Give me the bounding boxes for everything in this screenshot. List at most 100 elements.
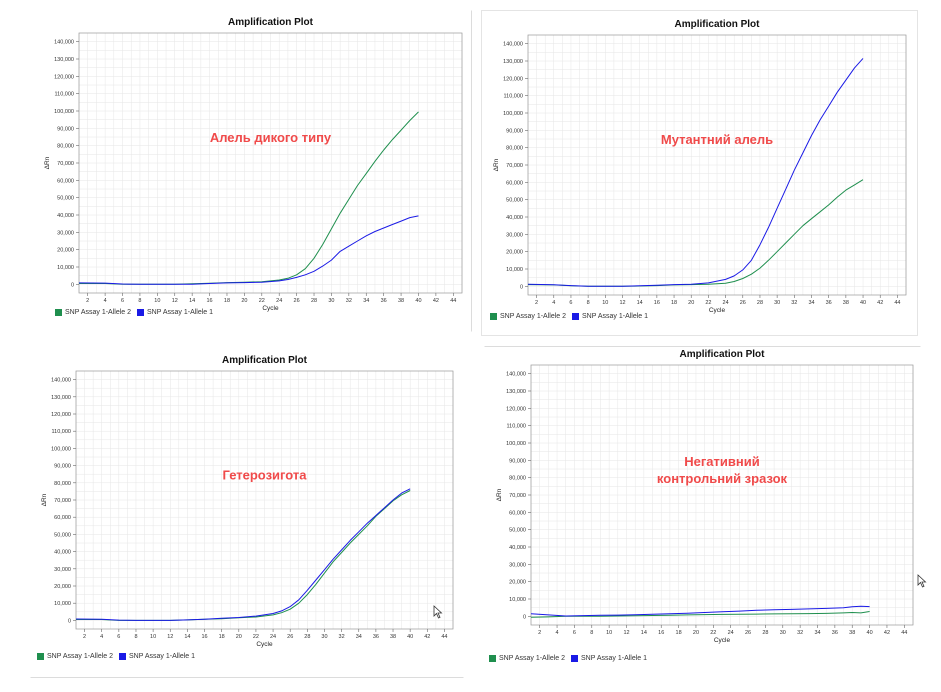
y-tick-label: 110,000 bbox=[55, 92, 74, 98]
y-tick-label: 140,000 bbox=[503, 42, 523, 48]
x-tick-label: 42 bbox=[433, 298, 439, 304]
x-tick-label: 6 bbox=[117, 634, 120, 640]
legend-swatch bbox=[37, 653, 44, 660]
y-tick-label: 120,000 bbox=[503, 76, 523, 82]
y-tick-label: 0 bbox=[71, 282, 74, 288]
y-tick-label: 20,000 bbox=[509, 580, 526, 586]
legend-swatch bbox=[119, 653, 127, 660]
x-tick-label: 34 bbox=[814, 630, 820, 636]
x-tick-label: 18 bbox=[671, 300, 677, 306]
y-tick-label: 110,000 bbox=[507, 424, 526, 430]
x-tick-label: 18 bbox=[676, 630, 682, 636]
y-tick-label: 10,000 bbox=[54, 601, 71, 607]
y-axis-label: ΔRn bbox=[496, 488, 503, 501]
legend-swatch bbox=[489, 655, 496, 662]
x-tick-label: 38 bbox=[843, 300, 849, 306]
x-tick-label: 8 bbox=[587, 300, 590, 306]
x-tick-label: 34 bbox=[356, 634, 362, 640]
y-tick-label: 80,000 bbox=[57, 144, 74, 150]
y-axis-label: ΔRn bbox=[41, 493, 48, 506]
x-tick-label: 24 bbox=[728, 630, 734, 636]
y-tick-label: 140,000 bbox=[51, 378, 71, 384]
x-tick-label: 40 bbox=[867, 630, 873, 636]
y-tick-label: 20,000 bbox=[54, 584, 71, 590]
mouse-cursor-icon bbox=[917, 574, 927, 588]
annotation-label: Негативний bbox=[684, 454, 759, 469]
x-tick-label: 10 bbox=[606, 630, 612, 636]
legend-swatch bbox=[55, 309, 62, 316]
annotation-label: контрольний зразок bbox=[657, 471, 788, 486]
x-tick-label: 30 bbox=[321, 634, 327, 640]
chart-title: Amplification Plot bbox=[222, 355, 308, 366]
y-tick-label: 100,000 bbox=[506, 441, 526, 447]
x-tick-label: 34 bbox=[808, 300, 814, 306]
series-line-allele1 bbox=[527, 58, 864, 287]
y-tick-label: 130,000 bbox=[506, 389, 526, 395]
x-tick-label: 42 bbox=[877, 300, 883, 306]
x-tick-label: 38 bbox=[390, 634, 396, 640]
x-tick-label: 32 bbox=[346, 298, 352, 304]
legend-swatch bbox=[137, 309, 145, 316]
x-tick-label: 44 bbox=[894, 300, 900, 306]
x-tick-label: 34 bbox=[363, 298, 369, 304]
y-tick-label: 90,000 bbox=[506, 128, 523, 134]
x-tick-label: 44 bbox=[450, 298, 456, 304]
x-tick-label: 14 bbox=[184, 634, 190, 640]
x-axis-label: Cycle bbox=[709, 307, 726, 314]
legend: SNP Assay 1-Allele 2 SNP Assay 1-Allele … bbox=[489, 655, 649, 662]
series-line-allele2 bbox=[527, 179, 864, 287]
x-tick-label: 12 bbox=[623, 630, 629, 636]
x-tick-label: 28 bbox=[762, 630, 768, 636]
y-tick-label: 40,000 bbox=[509, 545, 526, 551]
y-tick-label: 80,000 bbox=[509, 476, 526, 482]
y-tick-label: 100,000 bbox=[54, 109, 74, 115]
y-tick-label: 30,000 bbox=[509, 562, 526, 568]
y-tick-label: 140,000 bbox=[54, 40, 74, 46]
chart-panel-mutant: Amplification Plot 0 10,000 20,000 30,000 40,… bbox=[481, 10, 918, 336]
y-tick-label: 10,000 bbox=[57, 265, 74, 271]
y-tick-label: 120,000 bbox=[51, 412, 71, 418]
x-tick-label: 32 bbox=[791, 300, 797, 306]
x-tick-label: 4 bbox=[100, 634, 103, 640]
x-tick-label: 14 bbox=[637, 300, 643, 306]
y-tick-label: 60,000 bbox=[54, 515, 71, 521]
x-tick-label: 10 bbox=[150, 634, 156, 640]
x-tick-label: 44 bbox=[901, 630, 907, 636]
legend-item-allele2: SNP Assay 1-Allele 2 bbox=[55, 309, 131, 316]
x-tick-label: 4 bbox=[556, 630, 559, 636]
chart-panel-heterozygote: Amplification Plot 0 10,000 20,000 30,000 40,… bbox=[30, 348, 464, 678]
x-tick-label: 30 bbox=[780, 630, 786, 636]
legend-swatch bbox=[571, 655, 579, 662]
series-line-allele1 bbox=[530, 605, 870, 617]
x-tick-label: 18 bbox=[219, 634, 225, 640]
y-axis-label: ΔRn bbox=[44, 156, 51, 169]
x-tick-label: 22 bbox=[710, 630, 716, 636]
x-tick-label: 26 bbox=[740, 300, 746, 306]
y-tick-label: 70,000 bbox=[506, 163, 523, 169]
legend: SNP Assay 1-Allele 2 SNP Assay 1-Allele … bbox=[37, 653, 197, 660]
legend-item-allele2: SNP Assay 1-Allele 2 bbox=[489, 655, 565, 662]
y-tick-label: 60,000 bbox=[57, 178, 74, 184]
y-tick-label: 50,000 bbox=[506, 198, 523, 204]
series-line-allele2 bbox=[76, 490, 411, 621]
amplification-plot-svg: Amplification Plot 0 10,000 20,000 30,000 40,… bbox=[44, 17, 463, 312]
legend-item-allele1: SNP Assay 1-Allele 1 bbox=[119, 653, 195, 660]
y-tick-label: 110,000 bbox=[52, 429, 71, 435]
chart-title: Amplification Plot bbox=[228, 17, 314, 28]
y-tick-label: 90,000 bbox=[509, 458, 526, 464]
y-tick-label: 70,000 bbox=[509, 493, 526, 499]
x-tick-label: 20 bbox=[241, 298, 247, 304]
x-tick-label: 2 bbox=[538, 630, 541, 636]
y-tick-label: 10,000 bbox=[509, 597, 526, 603]
x-tick-label: 22 bbox=[705, 300, 711, 306]
x-tick-label: 2 bbox=[83, 634, 86, 640]
y-tick-label: 30,000 bbox=[57, 230, 74, 236]
y-tick-label: 10,000 bbox=[506, 267, 523, 273]
y-tick-label: 130,000 bbox=[503, 59, 523, 65]
x-tick-label: 12 bbox=[167, 634, 173, 640]
x-tick-label: 30 bbox=[774, 300, 780, 306]
annotation-label: Мутантний алель bbox=[661, 132, 773, 147]
x-tick-label: 14 bbox=[189, 298, 195, 304]
x-tick-label: 24 bbox=[276, 298, 282, 304]
amplification-plot-svg: Amplification Plot 0 10,000 20,000 30,000 40,… bbox=[493, 19, 907, 314]
